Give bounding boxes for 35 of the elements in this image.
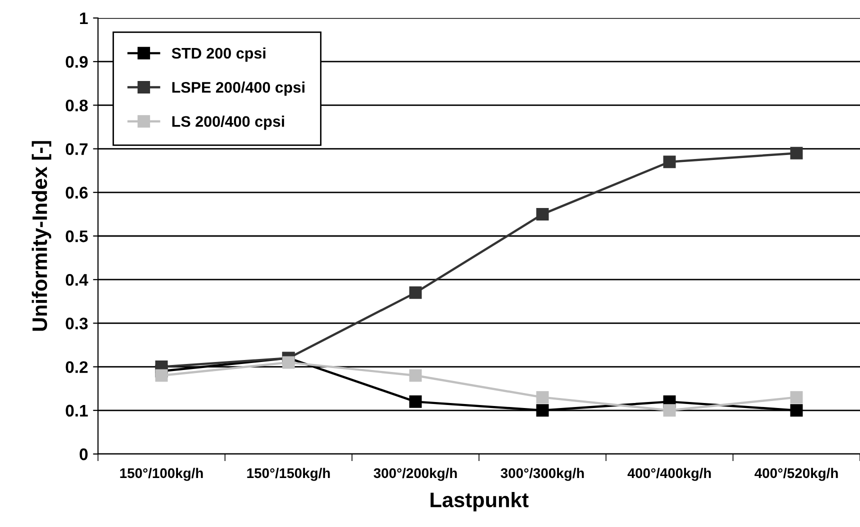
y-tick-label: 0.6 [66,186,88,199]
legend-label: STD 200 cpsi [172,47,266,62]
point [790,146,803,160]
y-tick-label: 0 [80,448,88,460]
y-tick-label: 0.7 [66,143,88,156]
point [536,208,549,220]
legend-label: LSPE 200/400 cpsi [172,82,304,96]
point [409,395,422,408]
point [663,404,676,417]
point [663,156,676,168]
point [536,391,549,404]
x-tick-label: 400°/520kg/h [754,468,838,481]
y-tick-label: 1 [80,12,88,24]
y-tick-label: 0.1 [66,404,88,417]
y-tick-label: 0.5 [66,230,88,242]
y-axis-title: Uniformity-Index [-] [32,141,52,331]
y-tick-label: 0.8 [66,100,88,112]
x-axis-title: Lastpunkt [430,492,529,512]
x-tick-label: 300°/300kg/h [500,468,584,481]
point [409,369,422,382]
y-tick-label: 0.4 [66,274,88,286]
point [790,391,803,404]
point [409,286,422,299]
point [536,404,549,417]
y-tick-label: 0.2 [66,361,88,374]
y-tick-label: 0.9 [66,56,88,68]
point [790,404,803,417]
x-tick-label: 150°/100kg/h [120,468,203,481]
x-tick-label: 150°/150kg/h [247,468,330,481]
y-tick-label: 0.3 [66,318,88,330]
point [282,356,295,369]
x-tick-label: 400°/400kg/h [628,468,711,481]
x-tick-label: 300°/200kg/h [374,468,457,481]
legend-label: LS 200/400 cpsi [172,116,284,130]
point [155,369,168,382]
